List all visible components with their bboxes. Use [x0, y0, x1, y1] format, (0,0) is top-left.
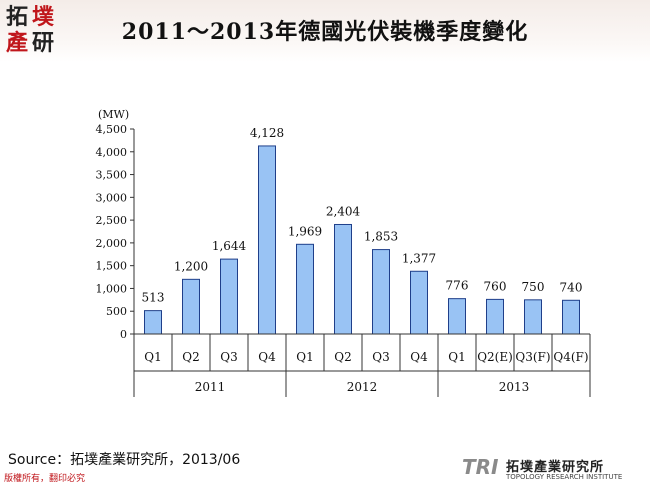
bar-value-label: 1,200	[174, 259, 208, 273]
logo-char: 產	[6, 30, 29, 56]
chart-title: 2011～2013年德國光伏裝機季度變化	[121, 19, 529, 45]
y-tick-label: 1,500	[96, 260, 128, 273]
bar	[524, 299, 542, 335]
source-note: Source：拓墣產業研究所，2013/06	[8, 452, 241, 468]
bar	[410, 270, 428, 335]
bar-value-label: 776	[446, 279, 469, 293]
bar-value-label: 740	[560, 280, 583, 294]
y-tick-label: 2,500	[96, 214, 128, 227]
logo-char: 拓	[6, 4, 29, 30]
bar-value-label: 1,853	[364, 230, 398, 244]
bar	[144, 310, 162, 335]
bar	[372, 249, 390, 335]
brand-mark: TRI	[462, 455, 499, 479]
x-tick-label: Q1	[144, 350, 161, 364]
x-tick-label: Q3(F)	[515, 350, 550, 364]
bar-value-label: 4,128	[250, 126, 284, 140]
bar	[296, 243, 314, 335]
x-tick-label: Q1	[448, 350, 465, 364]
brand-name-zh: 拓墣產業研究所	[506, 460, 605, 475]
logo-char: 研	[32, 30, 55, 56]
y-tick-label: 500	[106, 305, 127, 318]
y-tick-label: 3,500	[96, 169, 128, 182]
bar	[562, 299, 580, 335]
y-tick-label: 3,000	[96, 191, 128, 204]
x-tick-label: Q3	[220, 350, 237, 364]
header-band	[0, 0, 650, 62]
bar	[258, 145, 276, 335]
bar	[448, 298, 466, 335]
y-tick-label: 4,500	[96, 123, 128, 136]
x-tick-label: Q2	[334, 350, 351, 364]
copyright-note: 版權所有，翻印必究	[4, 474, 86, 484]
bar	[334, 223, 352, 335]
x-tick-label: Q2(E)	[477, 350, 513, 364]
bar-value-label: 2,404	[326, 204, 361, 218]
x-group-label: 2012	[347, 380, 378, 394]
x-group-label: 2013	[499, 380, 530, 394]
y-tick-label: 2,000	[96, 237, 128, 250]
x-tick-label: Q1	[296, 350, 313, 364]
logo: 拓 墣 產 研	[4, 2, 62, 60]
x-tick-label: Q2	[182, 350, 199, 364]
x-tick-label: Q4(F)	[553, 350, 588, 364]
bar	[182, 278, 200, 335]
y-tick-label: 0	[120, 328, 127, 341]
y-unit-label: (MW)	[98, 108, 129, 121]
bar-value-label: 760	[484, 279, 507, 293]
bar-value-label: 1,969	[288, 224, 322, 238]
x-tick-label: Q4	[258, 350, 276, 364]
x-tick-label: Q4	[410, 350, 428, 364]
y-tick-label: 1,000	[96, 282, 128, 295]
brand-name-en: TOPOLOGY RESEARCH INSTITUTE	[506, 473, 623, 481]
bar-value-label: 1,644	[212, 239, 247, 253]
y-tick-label: 4,000	[96, 146, 128, 159]
brand-logo: TRI 拓墣產業研究所 TOPOLOGY RESEARCH INSTITUTE	[462, 455, 646, 483]
x-group-label: 2011	[195, 380, 226, 394]
bar	[486, 298, 504, 335]
bar-value-label: 513	[142, 291, 165, 305]
bar	[220, 258, 238, 335]
bar-value-label: 750	[522, 280, 545, 294]
bar-value-label: 1,377	[402, 251, 436, 265]
logo-char: 墣	[32, 4, 55, 30]
x-tick-label: Q3	[372, 350, 389, 364]
